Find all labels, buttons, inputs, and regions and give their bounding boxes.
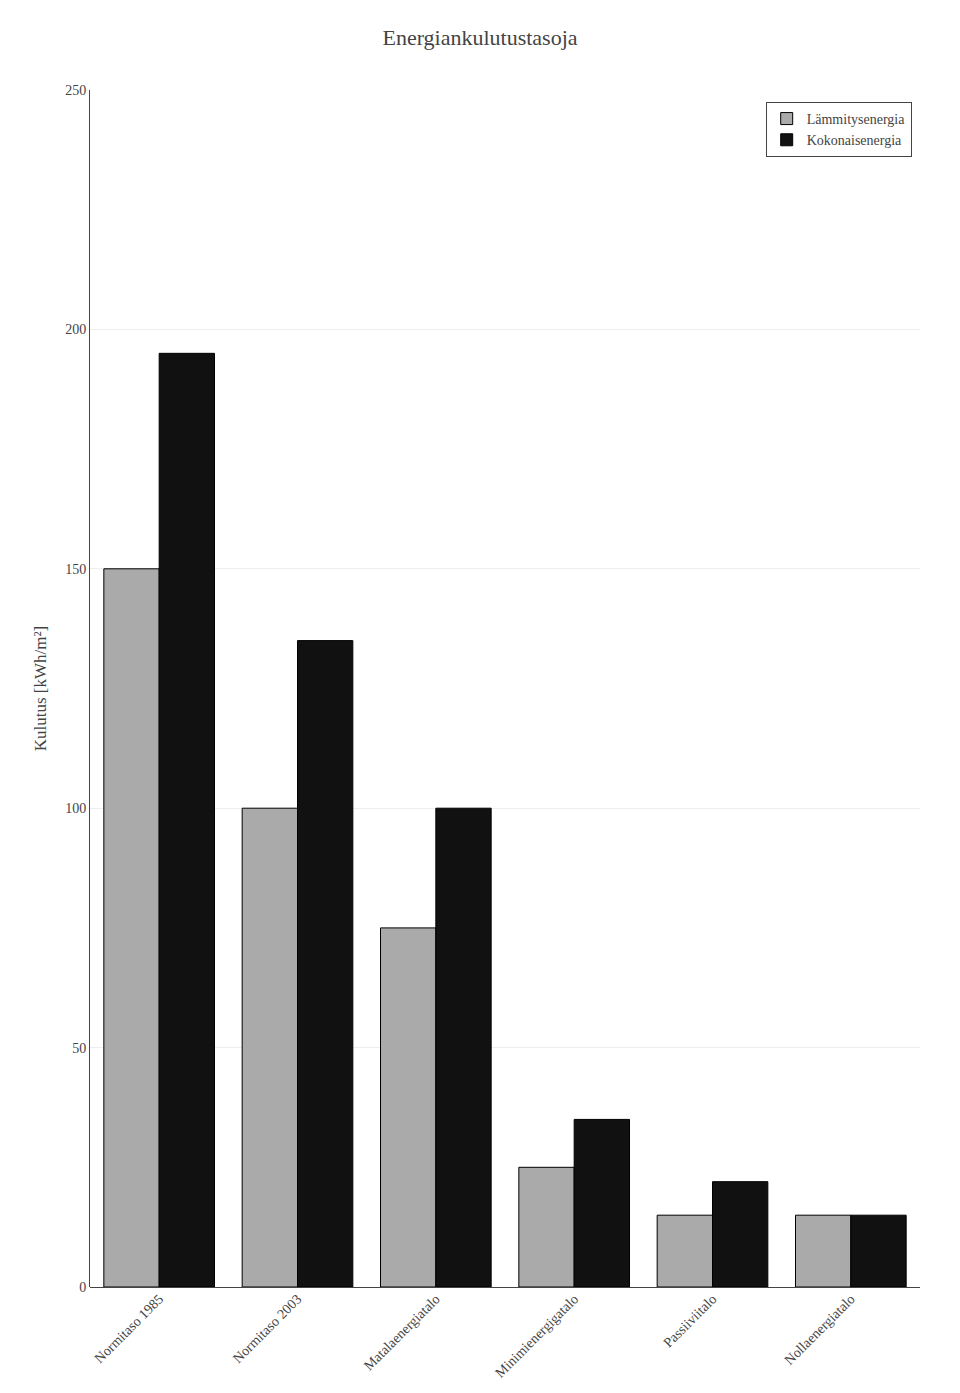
svg-text:Nollaenergiatalo: Nollaenergiatalo <box>782 1291 858 1367</box>
svg-text:Kokonaisenergia: Kokonaisenergia <box>807 133 902 148</box>
svg-text:Kulutus [kWh/m²]: Kulutus [kWh/m²] <box>31 626 50 752</box>
svg-text:Minimienergigatalo: Minimienergigatalo <box>492 1291 581 1380</box>
svg-text:0: 0 <box>79 1280 86 1295</box>
svg-text:Normitaso 2003: Normitaso 2003 <box>230 1291 305 1366</box>
svg-text:Energiankulutustasoja: Energiankulutustasoja <box>382 25 577 50</box>
svg-text:Matalaenergiatalo: Matalaenergiatalo <box>361 1291 443 1373</box>
svg-text:100: 100 <box>65 801 86 816</box>
svg-text:250: 250 <box>65 83 86 98</box>
svg-text:Lämmitysenergia: Lämmitysenergia <box>807 112 905 127</box>
svg-text:Normitaso 1985: Normitaso 1985 <box>92 1291 167 1366</box>
svg-text:50: 50 <box>72 1041 86 1056</box>
svg-text:200: 200 <box>65 322 86 337</box>
svg-text:150: 150 <box>65 562 86 577</box>
svg-text:Passiiviitalo: Passiiviitalo <box>661 1291 720 1350</box>
